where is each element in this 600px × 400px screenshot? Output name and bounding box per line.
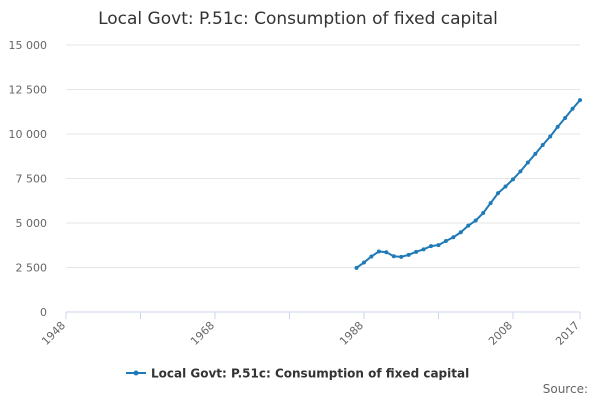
data-point[interactable] (473, 218, 478, 223)
data-point[interactable] (354, 265, 359, 270)
data-point[interactable] (578, 98, 582, 103)
data-point[interactable] (376, 249, 381, 254)
data-point[interactable] (510, 177, 515, 182)
y-tick-label: 12 500 (9, 84, 48, 97)
y-tick-label: 5 000 (16, 217, 48, 230)
source-credit[interactable]: Source: (543, 382, 588, 396)
data-point[interactable] (570, 106, 575, 111)
legend-dot-marker (133, 370, 139, 376)
data-point[interactable] (399, 254, 404, 259)
data-point[interactable] (369, 254, 374, 259)
data-point[interactable] (384, 250, 389, 255)
data-point[interactable] (481, 211, 486, 216)
y-axis-labels: 0 2 500 5 000 7 500 10 000 12 500 15 000 (9, 39, 48, 319)
data-point[interactable] (414, 249, 419, 254)
data-point[interactable] (443, 238, 448, 243)
data-point[interactable] (555, 124, 560, 129)
data-point[interactable] (488, 201, 493, 206)
data-point[interactable] (436, 243, 441, 248)
legend[interactable]: Local Govt: P.51c: Consumption of fixed … (126, 367, 469, 381)
data-point[interactable] (563, 115, 568, 120)
data-point[interactable] (451, 235, 456, 240)
y-tick-label: 15 000 (9, 39, 48, 52)
data-point[interactable] (503, 184, 508, 189)
grid-lines (66, 44, 580, 268)
data-point[interactable] (361, 260, 366, 265)
data-point[interactable] (406, 252, 411, 257)
x-tick-label: 2008 (486, 319, 515, 348)
y-tick-label: 7 500 (16, 173, 48, 186)
data-point[interactable] (518, 169, 523, 174)
series-layer (354, 98, 582, 270)
data-point[interactable] (466, 223, 471, 228)
data-point[interactable] (458, 230, 463, 235)
x-axis: 1948 1968 1988 2008 2017 (39, 311, 582, 348)
data-point[interactable] (391, 254, 396, 259)
x-tick-label: 1968 (188, 319, 217, 348)
chart-title: Local Govt: P.51c: Consumption of fixed … (98, 9, 498, 29)
x-tick-label: 1988 (337, 319, 366, 348)
y-tick-label: 0 (40, 306, 47, 319)
data-point[interactable] (525, 160, 530, 165)
data-point[interactable] (496, 191, 501, 196)
data-point[interactable] (429, 244, 434, 249)
legend-label[interactable]: Local Govt: P.51c: Consumption of fixed … (151, 367, 469, 381)
x-tick-label: 2017 (553, 319, 582, 348)
y-tick-label: 2 500 (16, 262, 48, 275)
data-point[interactable] (421, 247, 426, 252)
data-point[interactable] (540, 143, 545, 148)
y-tick-label: 10 000 (9, 128, 48, 141)
data-point[interactable] (533, 151, 538, 156)
data-point[interactable] (548, 134, 553, 139)
x-tick-label: 1948 (39, 319, 68, 348)
series-line[interactable] (355, 99, 581, 269)
